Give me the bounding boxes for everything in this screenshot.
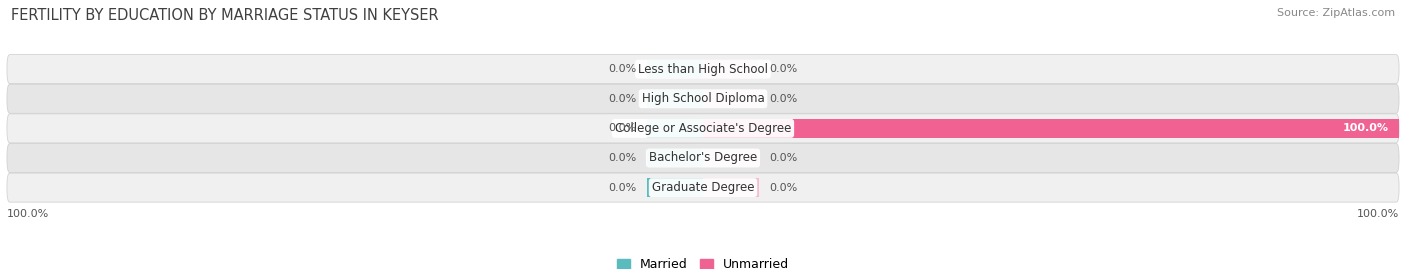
FancyBboxPatch shape (7, 143, 1399, 172)
Text: 0.0%: 0.0% (609, 64, 637, 74)
FancyBboxPatch shape (7, 114, 1399, 143)
Text: 0.0%: 0.0% (769, 153, 797, 163)
Text: 0.0%: 0.0% (609, 183, 637, 193)
Bar (647, 119, 703, 137)
Text: College or Associate's Degree: College or Associate's Degree (614, 122, 792, 135)
Bar (703, 90, 759, 108)
Text: 100.0%: 100.0% (1343, 123, 1389, 133)
Text: 0.0%: 0.0% (769, 94, 797, 104)
Text: 0.0%: 0.0% (609, 123, 637, 133)
Text: 0.0%: 0.0% (769, 64, 797, 74)
Text: FERTILITY BY EDUCATION BY MARRIAGE STATUS IN KEYSER: FERTILITY BY EDUCATION BY MARRIAGE STATU… (11, 8, 439, 23)
Bar (647, 178, 703, 197)
Bar (703, 178, 759, 197)
Bar (647, 149, 703, 167)
Text: 100.0%: 100.0% (7, 209, 49, 219)
Text: Bachelor's Degree: Bachelor's Degree (650, 151, 756, 165)
Bar (703, 119, 1399, 137)
Bar (647, 60, 703, 78)
Text: 0.0%: 0.0% (769, 183, 797, 193)
FancyBboxPatch shape (7, 173, 1399, 202)
FancyBboxPatch shape (7, 84, 1399, 113)
Bar (703, 149, 759, 167)
Text: High School Diploma: High School Diploma (641, 92, 765, 105)
Text: Graduate Degree: Graduate Degree (652, 181, 754, 194)
Text: Less than High School: Less than High School (638, 63, 768, 76)
Bar (703, 60, 759, 78)
Text: Source: ZipAtlas.com: Source: ZipAtlas.com (1277, 8, 1395, 18)
Text: 0.0%: 0.0% (609, 94, 637, 104)
Text: 0.0%: 0.0% (609, 153, 637, 163)
FancyBboxPatch shape (7, 55, 1399, 84)
Bar (647, 90, 703, 108)
Text: 100.0%: 100.0% (1357, 209, 1399, 219)
Legend: Married, Unmarried: Married, Unmarried (612, 253, 794, 269)
